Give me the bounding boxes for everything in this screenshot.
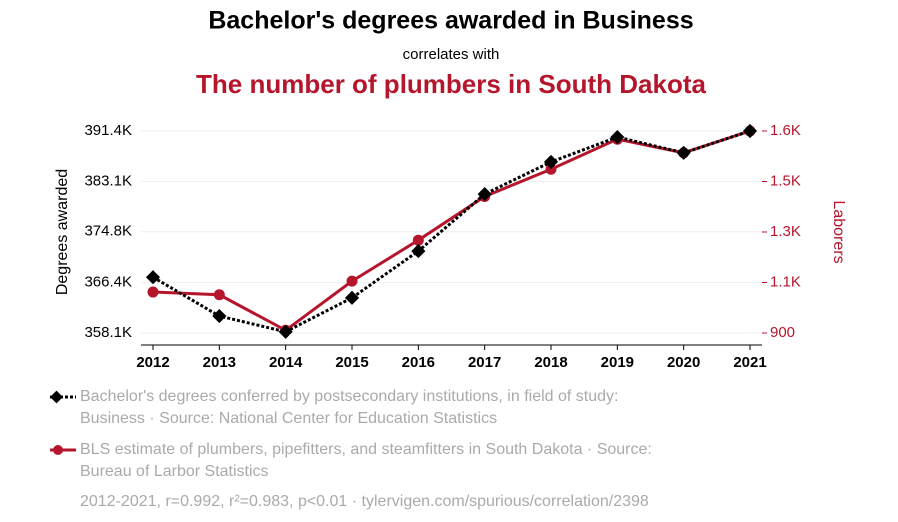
point <box>742 123 758 139</box>
legend-label: BLS estimate of plumbers, pipefitters, a… <box>80 441 652 480</box>
x-tick-label: 2013 <box>203 354 236 371</box>
point <box>346 275 358 287</box>
y2-tick-label: 1.5K <box>770 172 801 189</box>
point <box>411 244 426 259</box>
series-line <box>152 129 751 333</box>
x-tick-label: 2018 <box>534 354 567 371</box>
x-tick-label: 2021 <box>733 354 766 371</box>
y-tick-label: 358.1K <box>84 324 132 341</box>
legend-marker <box>50 390 63 404</box>
x-tick-label: 2019 <box>601 354 634 371</box>
x-tick-label: 2016 <box>402 354 435 371</box>
point <box>344 290 360 305</box>
series-line <box>152 129 751 334</box>
point <box>212 308 227 324</box>
point <box>147 286 159 298</box>
y2-tick-label: 1.3K <box>770 223 801 240</box>
y2-tick-label: 1.6K <box>770 122 801 139</box>
y-axis-label: Degrees awarded <box>54 169 71 295</box>
y2-axis-label: Laborers <box>830 200 847 263</box>
point <box>610 129 625 145</box>
x-tick-label: 2012 <box>136 354 169 371</box>
y-tick-label: 374.8K <box>84 223 132 240</box>
legend-marker <box>53 445 63 455</box>
legend-line: BLS estimate of plumbers, pipefitters, a… <box>80 441 652 458</box>
x-tick-label: 2020 <box>667 354 700 371</box>
legend-line: Bachelor's degrees conferred by postseco… <box>80 388 618 405</box>
chart-title: Bachelor's degrees awarded in Business <box>208 7 693 35</box>
x-tick-label: 2017 <box>468 354 501 371</box>
chart-subtitle: correlates with <box>403 46 500 63</box>
y-tick-label: 391.4K <box>84 122 132 139</box>
point <box>545 163 557 175</box>
legend-label: Bachelor's degrees conferred by postseco… <box>80 388 618 427</box>
point <box>477 187 492 202</box>
point <box>412 234 424 246</box>
point <box>213 289 225 301</box>
point <box>145 270 161 285</box>
y2-tick-label: 1.1K <box>770 273 801 290</box>
point <box>278 324 293 339</box>
point <box>676 145 691 160</box>
x-tick-label: 2014 <box>269 354 303 371</box>
y2-tick-label: 900 <box>770 324 795 341</box>
legend-line: Business · Source: National Center for E… <box>80 410 497 427</box>
footer: 2012-2021, r=0.992, r²=0.983, p<0.01 · t… <box>80 493 649 510</box>
y-tick-label: 366.4K <box>84 274 132 291</box>
x-tick-label: 2015 <box>335 354 368 371</box>
chart-title-2: The number of plumbers in South Dakota <box>196 69 706 99</box>
point <box>543 154 559 170</box>
legend-line: Bureau of Larbor Statistics <box>80 463 269 480</box>
y-tick-label: 383.1K <box>84 172 132 189</box>
